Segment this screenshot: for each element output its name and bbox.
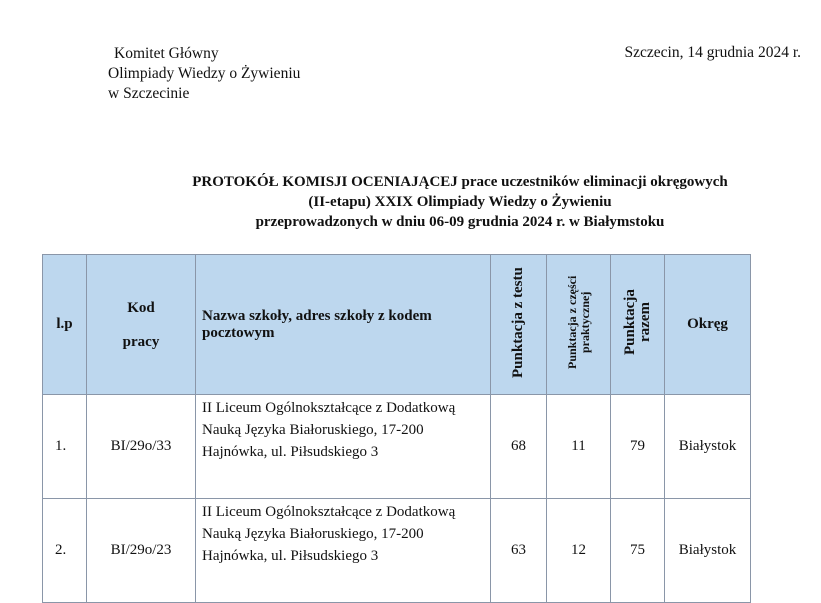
table-header-row: l.p Kod pracy Nazwa szkoły, adres szkoły… [42, 254, 751, 395]
cell-razem: 79 [610, 394, 665, 499]
cell-okreg: Białystok [664, 498, 751, 603]
cell-lp: 1. [42, 394, 87, 499]
cell-test: 63 [490, 498, 547, 603]
title-line: przeprowadzonych w dniu 06-09 grudnia 20… [255, 214, 665, 230]
cell-nazwa: II Liceum Ogólnokształcące z Dodatkową N… [195, 498, 491, 603]
col-praktyczna-label: Punktacja z części praktycznej [564, 275, 592, 369]
cell-nazwa: II Liceum Ogólnokształcące z Dodatkową N… [195, 394, 491, 499]
table-row: 2. BI/29o/23 II Liceum Ogólnokształcące … [42, 498, 751, 603]
col-kod-label: Kod pracy [122, 299, 160, 350]
title-line: PROTOKÓŁ KOMISJI OCENIAJĄCEJ prace uczes… [192, 174, 728, 190]
results-table: l.p Kod pracy Nazwa szkoły, adres szkoły… [42, 254, 751, 603]
org-line: Olimpiady Wiedzy o Żywieniu [108, 65, 301, 82]
title-line: (II-etapu) XXIX Olimpiady Wiedzy o Żywie… [308, 194, 612, 210]
organizer-block: Komitet Główny Olimpiady Wiedzy o Żywien… [108, 44, 300, 104]
col-praktyczna: Punktacja z części praktycznej [546, 254, 611, 395]
cell-test: 68 [490, 394, 547, 499]
col-test: Punktacja z testu [490, 254, 547, 395]
col-razem-label: Punktacja razem [621, 289, 653, 355]
cell-razem: 75 [610, 498, 665, 603]
col-nazwa: Nazwa szkoły, adres szkoły z kodem poczt… [195, 254, 491, 395]
cell-lp: 2. [42, 498, 87, 603]
col-razem: Punktacja razem [610, 254, 665, 395]
cell-kod: BI/29o/23 [86, 498, 196, 603]
cell-kod: BI/29o/33 [86, 394, 196, 499]
cell-praktyczna: 11 [546, 394, 611, 499]
place-date: Szczecin, 14 grudnia 2024 r. [624, 44, 801, 61]
document-title: PROTOKÓŁ KOMISJI OCENIAJĄCEJ prace uczes… [100, 172, 820, 232]
org-line: Komitet Główny [114, 45, 219, 62]
org-line: w Szczecinie [108, 85, 190, 102]
cell-okreg: Białystok [664, 394, 751, 499]
col-lp: l.p [42, 254, 87, 395]
col-test-label: Punktacja z testu [510, 266, 526, 378]
cell-praktyczna: 12 [546, 498, 611, 603]
col-kod: Kod pracy [86, 254, 196, 395]
table-row: 1. BI/29o/33 II Liceum Ogólnokształcące … [42, 394, 751, 499]
col-okreg: Okręg [664, 254, 751, 395]
